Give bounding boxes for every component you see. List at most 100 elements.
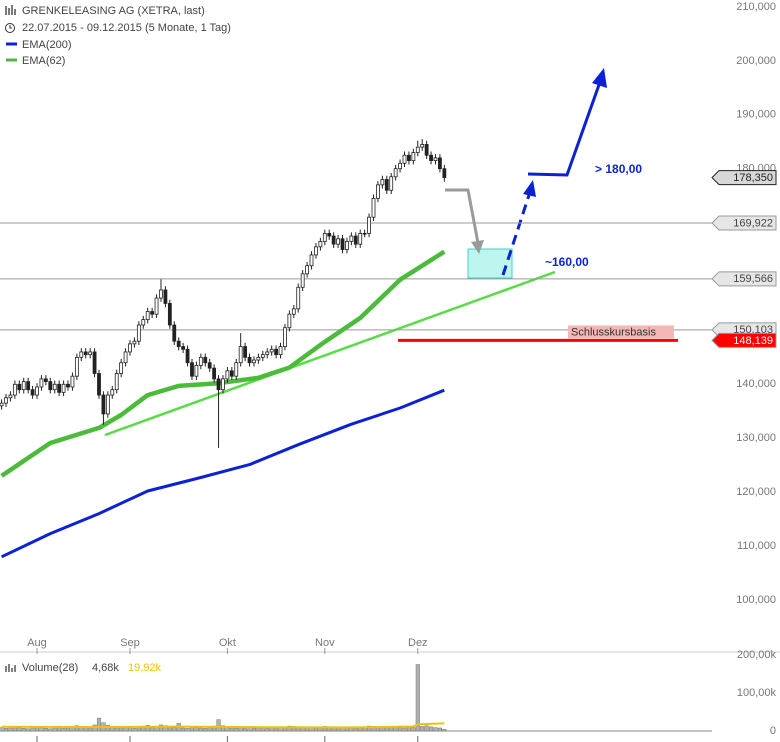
candle-body (322, 232, 327, 242)
gray-arrow-head (471, 240, 484, 254)
dashed-arrow (501, 191, 532, 276)
volume-bar (220, 725, 226, 732)
candle-body (216, 378, 221, 391)
volume-bar (411, 727, 416, 732)
candle-body (429, 154, 433, 162)
ema-line (0, 388, 445, 559)
candle-body (79, 351, 84, 358)
candle-body (402, 154, 407, 164)
volume-bar (74, 725, 79, 732)
candle-body (52, 383, 57, 391)
volume-bar (313, 727, 318, 732)
candle-body (110, 389, 115, 396)
base-label: Schlusskursbasis (571, 326, 656, 338)
x-tick-label: Nov (315, 637, 335, 649)
y-tick-label: 210,000 (736, 1, 776, 13)
candle-body (39, 378, 44, 388)
gray-arrow (445, 188, 480, 244)
candle-body (229, 370, 234, 377)
candle-body (26, 381, 31, 391)
candle-body (349, 235, 354, 242)
volume-bar (167, 726, 172, 732)
candle-body (424, 144, 429, 156)
volume-bar (61, 728, 66, 732)
candle-body (260, 354, 265, 358)
volume-bar (96, 717, 102, 732)
volume-bar (158, 724, 164, 732)
volume-bar (127, 727, 133, 732)
target-arrow-head (592, 68, 607, 88)
candle-body (203, 356, 208, 364)
candle-body (314, 246, 318, 256)
chart-title: GRENKELEASING AG (XETRA, last) (22, 5, 205, 17)
volume-bar (260, 728, 265, 732)
candle-body (336, 238, 340, 245)
target-high-label: > 180,00 (595, 162, 642, 176)
candle-body (345, 241, 349, 250)
clock-icon (5, 23, 15, 33)
candle-body (190, 362, 194, 377)
volume-bar (21, 728, 26, 732)
volume-bar (145, 725, 150, 732)
candle-body (105, 394, 110, 415)
candle-body (247, 356, 252, 364)
legend-label: EMA(200) (22, 39, 72, 51)
volume-bar (243, 727, 248, 732)
volume-bar (353, 728, 358, 732)
y-tick-label: 110,000 (737, 540, 776, 552)
candle-body (17, 383, 22, 391)
candle-body (0, 402, 4, 407)
annotations: > 180,00 ~160,00 (104, 68, 642, 437)
y-tick-label: 140,000 (736, 378, 776, 390)
volume-bar (8, 727, 13, 732)
volume-average (1, 722, 445, 729)
volume-bar (442, 728, 447, 732)
candle-body (283, 327, 287, 347)
candle-body (269, 348, 274, 353)
candle-body (194, 365, 199, 377)
candle-body (185, 348, 190, 364)
candle-body (167, 303, 172, 326)
x-tick-label: Aug (27, 637, 47, 649)
volume-bar (48, 728, 53, 732)
candle-body (123, 351, 128, 364)
volume-bar (429, 726, 434, 732)
price-label-box (711, 332, 777, 348)
candle-body (101, 394, 106, 415)
target-arrow (527, 81, 602, 177)
candle-body (159, 289, 163, 299)
volume-bar (274, 727, 279, 732)
price-label-box (711, 170, 777, 186)
volume-tick-label: 200,00k (737, 649, 777, 661)
volume-bar (83, 727, 88, 732)
candle-body (300, 273, 305, 288)
y-tick-label: 100,000 (736, 594, 776, 606)
candle-body (438, 157, 442, 170)
header: GRENKELEASING AG (XETRA, last) 22.07.201… (5, 5, 231, 34)
price-label: 159,566 (733, 273, 773, 285)
volume-bar (0, 727, 4, 732)
candle-body (181, 346, 186, 350)
volume-bar (114, 727, 119, 732)
volume-legend-last: 4,68k (92, 662, 119, 674)
candle-body (442, 168, 447, 178)
volume-bar (225, 727, 230, 732)
candle-body (309, 254, 314, 267)
candle-body (97, 373, 101, 396)
candle-body (128, 343, 132, 353)
volume-bar (331, 727, 336, 732)
y-tick-label: 130,000 (736, 432, 776, 444)
candle-body (141, 319, 146, 326)
price-label: 169,922 (733, 217, 773, 229)
candle-body (83, 351, 88, 356)
candle-body (92, 351, 97, 374)
candle-body (145, 311, 150, 321)
candle-body (35, 386, 39, 396)
target-zone (467, 248, 513, 279)
volume-bar (287, 725, 292, 732)
candle-body (353, 235, 358, 245)
y-tick-label: 200,000 (736, 55, 776, 67)
candle-body (393, 168, 398, 178)
volume-bar (26, 728, 31, 732)
